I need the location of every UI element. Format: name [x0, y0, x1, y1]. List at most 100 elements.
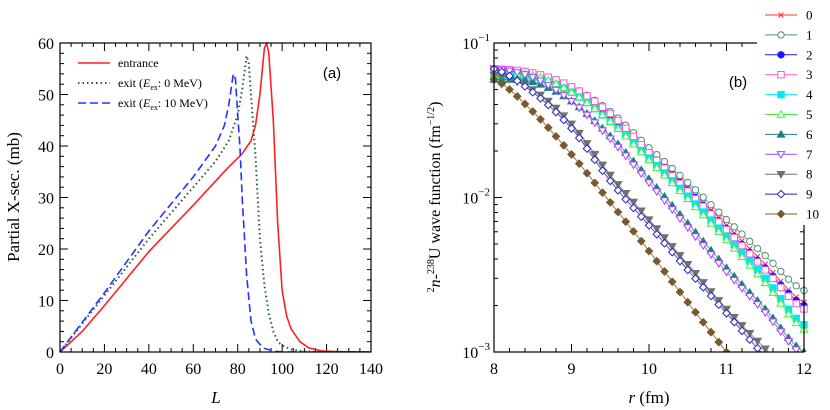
data-point: [597, 127, 608, 136]
data-point: [768, 318, 778, 327]
data-point: [614, 116, 622, 125]
x-tick-label: 20: [96, 361, 112, 378]
data-point: [512, 76, 522, 86]
data-point: [675, 287, 685, 297]
data-point: [729, 317, 739, 327]
ylabel-dash: -: [427, 274, 444, 279]
data-point: [636, 207, 646, 216]
data-point: [512, 92, 522, 101]
data-point: [613, 185, 623, 195]
data-point: [559, 140, 569, 150]
data-point: [706, 291, 716, 301]
panel-b-label: (b): [729, 74, 747, 91]
legend-label-7: 7: [806, 147, 813, 162]
legend-marker-5: [776, 109, 786, 118]
data-point: [706, 251, 716, 260]
data-point: [715, 218, 723, 226]
data-point: [667, 178, 677, 187]
data-point: [590, 103, 600, 112]
y-tick-exp: −2: [478, 187, 490, 199]
data-point: [652, 256, 662, 266]
x-tick-label: 11: [719, 361, 734, 378]
data-point: [761, 266, 769, 274]
series-group: [489, 64, 809, 352]
data-point: [698, 242, 708, 251]
y-tick-exp: −1: [478, 32, 490, 44]
y-tick-label: 50: [38, 88, 54, 105]
data-point: [791, 318, 801, 327]
ylabel-var: n: [427, 279, 444, 287]
data-point: [715, 208, 723, 216]
legend-marker-10: [776, 209, 786, 219]
legend-var: E: [142, 76, 151, 90]
data-point: [520, 81, 530, 91]
data-point: [722, 215, 731, 224]
data-point: [613, 207, 623, 217]
data-point: [644, 246, 654, 256]
data-point: [667, 247, 677, 257]
data-point: [714, 300, 724, 310]
legend-marker-2: [777, 51, 785, 59]
data-point: [698, 282, 708, 292]
data-point: [730, 233, 738, 242]
data-point: [613, 143, 623, 152]
ylabel-close: ): [427, 102, 444, 107]
data-point: [597, 110, 608, 119]
data-point: [613, 123, 623, 132]
data-point: [707, 210, 715, 218]
data-point: [691, 307, 700, 317]
y-tick-label: 40: [38, 139, 54, 156]
y-tick-label: 10−2: [462, 187, 490, 208]
data-point: [675, 256, 685, 266]
data-point: [722, 308, 731, 318]
legend-marker-0: [778, 12, 784, 18]
data-point: [559, 115, 569, 125]
data-point: [745, 335, 755, 344]
data-point: [582, 168, 592, 178]
data-point: [598, 103, 607, 111]
x-tick-label: 8: [490, 361, 498, 378]
legend-sub: ex: [150, 103, 158, 112]
data-point: [543, 81, 553, 90]
data-point: [753, 244, 762, 253]
legend-var: E: [142, 96, 151, 110]
data-point: [605, 135, 615, 144]
data-point: [721, 235, 732, 244]
data-point: [551, 107, 561, 117]
data-point: [753, 258, 762, 266]
panel-b-ylabel: 2n-238U wave function (fm−1/2): [426, 102, 444, 293]
panel-b-xlabel: r (fm): [628, 388, 669, 407]
data-point: [512, 69, 522, 78]
x-tick-label: 40: [141, 361, 157, 378]
legend-label-4: 4: [806, 87, 813, 102]
data-point: [752, 269, 763, 278]
data-point: [629, 226, 638, 236]
data-point: [659, 170, 670, 179]
data-point: [628, 198, 639, 207]
series-10: [489, 75, 731, 352]
data-point: [559, 83, 569, 91]
data-point: [644, 179, 654, 188]
data-point: [566, 87, 577, 96]
data-point: [776, 328, 786, 337]
data-point: [528, 74, 538, 82]
data-point: [676, 171, 684, 180]
data-point: [582, 97, 592, 106]
data-point: [566, 98, 577, 106]
data-point: [536, 93, 545, 103]
data-point: [738, 230, 746, 238]
data-point: [691, 186, 700, 194]
panel-a-ylabel: Partial X-sec. (mb): [4, 132, 23, 262]
data-point: [675, 252, 685, 260]
data-point: [605, 116, 615, 125]
data-point: [729, 243, 739, 252]
data-point: [707, 200, 715, 209]
series-9: [489, 64, 762, 352]
data-point: [505, 85, 514, 94]
panel-a-label: (a): [323, 65, 341, 82]
legend-label-10: 10: [806, 207, 819, 222]
data-point: [698, 210, 708, 219]
data-point: [505, 71, 514, 81]
legend-prefix: exit (: [118, 76, 143, 90]
data-point: [497, 79, 507, 89]
